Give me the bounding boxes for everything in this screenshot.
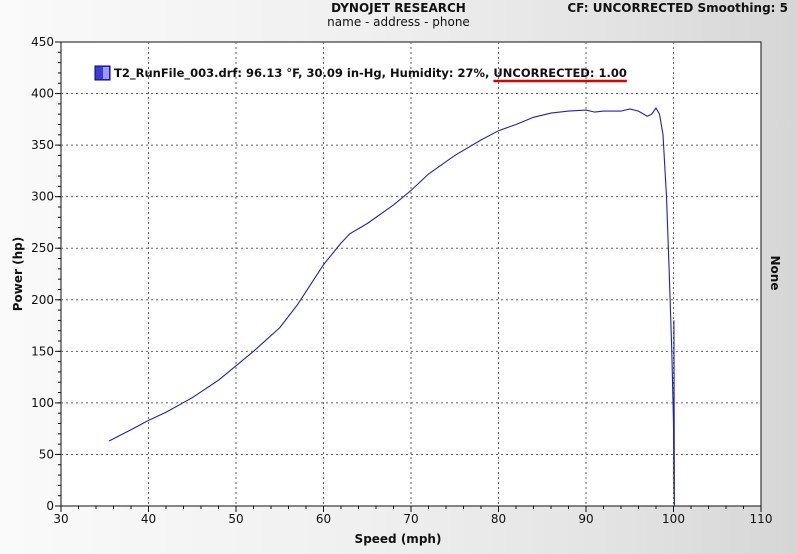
- y-tick-label: 250: [31, 241, 54, 255]
- legend-swatch-highlight: [103, 67, 109, 79]
- x-tick-label: 110: [750, 512, 773, 526]
- x-tick-labels: 30 40 50 60 70 80 90 100 110: [53, 512, 772, 526]
- y-tick-label: 0: [46, 499, 54, 513]
- y-tick-label: 50: [39, 447, 54, 461]
- x-tick-label: 60: [316, 512, 331, 526]
- y-tick-label: 200: [31, 293, 54, 307]
- legend: T2_RunFile_003.drf: 96.13 °F, 30.09 in-H…: [94, 65, 627, 83]
- x-tick-label: 90: [578, 512, 593, 526]
- y-tick-labels: 0 50 100 150 200 250 300 350 400 450: [31, 35, 54, 513]
- x-tick-label: 30: [53, 512, 68, 526]
- x-tick-label: 100: [662, 512, 685, 526]
- y-tick-label: 350: [31, 138, 54, 152]
- x-tick-label: 70: [403, 512, 418, 526]
- legend-correction-label: UNCORRECTED: 1.00: [493, 66, 626, 80]
- x-axis-label: Speed (mph): [355, 532, 442, 546]
- y-tick-label: 150: [31, 344, 54, 358]
- y-tick-label: 400: [31, 87, 54, 101]
- y-tick-label: 300: [31, 190, 54, 204]
- company-title: DYNOJET RESEARCH: [331, 1, 466, 15]
- x-tick-label: 50: [228, 512, 243, 526]
- minor-ticks: [58, 41, 762, 509]
- legend-label: T2_RunFile_003.drf: 96.13 °F, 30.09 in-H…: [114, 66, 627, 81]
- legend-series-name: T2_RunFile_003.drf: 96.13 °F, 30.09 in-H…: [114, 66, 493, 81]
- y-tick-label: 100: [31, 396, 54, 410]
- y-tick-label: 450: [31, 35, 54, 49]
- x-tick-label: 80: [491, 512, 506, 526]
- grid: [55, 41, 762, 512]
- correction-factor-info: CF: UNCORRECTED Smoothing: 5: [567, 1, 788, 15]
- company-subtitle: name - address - phone: [327, 15, 470, 29]
- right-axis-label: None: [768, 256, 782, 291]
- y-axis-label: Power (hp): [11, 237, 25, 311]
- x-tick-label: 40: [141, 512, 156, 526]
- power-curve: [108, 106, 675, 507]
